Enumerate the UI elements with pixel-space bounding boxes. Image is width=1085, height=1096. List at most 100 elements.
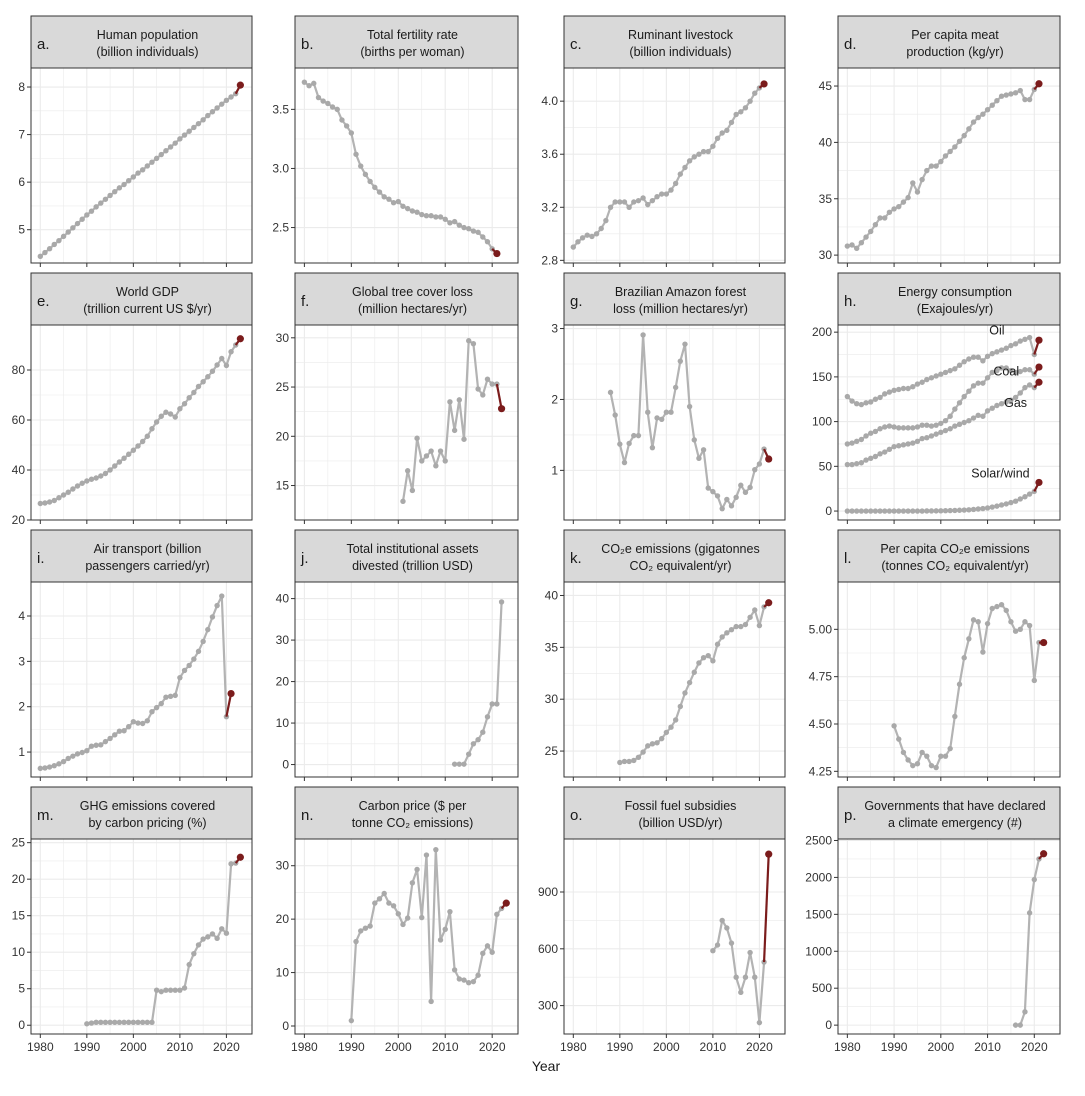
panel-n-title-line: tonne CO₂ emissions): [352, 816, 474, 830]
data-point: [853, 245, 860, 252]
y-tick-label: 60: [12, 413, 26, 427]
data-point: [70, 486, 76, 492]
data-point: [984, 408, 991, 414]
data-point: [668, 187, 674, 193]
data-point: [1012, 394, 1019, 401]
data-point: [994, 603, 1000, 610]
data-point: [998, 502, 1005, 508]
data-point: [451, 427, 458, 434]
data-point: [46, 246, 53, 252]
panel-f-strip: [294, 272, 519, 326]
data-point: [593, 231, 600, 237]
data-point: [121, 1019, 127, 1026]
data-point: [102, 470, 109, 477]
data-point: [649, 741, 656, 747]
data-point: [433, 463, 439, 469]
panel-f: f. Global tree cover loss (million hectare…: [276, 272, 519, 524]
data-point: [659, 416, 665, 423]
panel-i-strip: [30, 529, 253, 583]
panel-a-strip: [30, 15, 253, 69]
data-point: [640, 332, 646, 338]
panel-j-title-line: divested (trillion USD): [352, 559, 473, 573]
data-point: [663, 191, 670, 197]
data-point: [70, 225, 76, 231]
data-point: [728, 627, 735, 633]
data-point: [947, 507, 953, 514]
data-point: [56, 495, 62, 501]
data-point: [984, 353, 991, 360]
data-point: [447, 220, 453, 226]
data-point: [910, 180, 916, 186]
data-point: [461, 436, 467, 442]
data-point: [882, 508, 888, 514]
data-point: [900, 425, 907, 431]
data-point: [456, 222, 463, 228]
data-point: [631, 432, 637, 439]
x-tick-label: 1980: [27, 1040, 54, 1054]
panel-f-title-line: Global tree cover loss: [352, 285, 473, 299]
data-point: [933, 422, 939, 428]
data-point: [1026, 491, 1033, 497]
y-tick-label: 900: [538, 885, 558, 899]
x-tick-label: 2000: [653, 1040, 680, 1054]
data-point: [659, 191, 665, 197]
latest-point: [227, 689, 235, 698]
data-point: [1017, 390, 1023, 396]
y-tick-label: 3.2: [541, 200, 558, 214]
data-point: [451, 761, 458, 767]
data-point: [914, 438, 921, 444]
data-point: [998, 365, 1005, 371]
data-point: [914, 189, 921, 195]
data-point: [149, 159, 155, 165]
data-point: [163, 409, 169, 415]
data-point: [102, 738, 109, 745]
data-point: [158, 988, 164, 995]
data-point: [60, 233, 67, 240]
data-point: [139, 438, 146, 445]
data-point: [423, 852, 430, 858]
data-point: [891, 723, 897, 729]
data-point: [484, 714, 491, 720]
data-point: [51, 497, 57, 504]
data-point: [191, 656, 197, 662]
data-point: [719, 130, 725, 136]
data-point: [367, 923, 373, 929]
data-point: [961, 132, 967, 139]
data-point: [896, 736, 902, 742]
data-point: [228, 861, 234, 867]
data-point: [372, 184, 378, 191]
data-point: [419, 914, 425, 921]
data-point: [98, 742, 104, 748]
data-point: [56, 761, 62, 767]
data-point: [214, 105, 220, 111]
data-point: [376, 189, 383, 195]
y-tick-label: 35: [545, 640, 559, 654]
panel-j-frame: [294, 581, 519, 778]
data-point: [65, 755, 71, 762]
data-point: [135, 170, 141, 176]
data-point: [719, 917, 725, 924]
data-point: [447, 908, 453, 915]
latest-point: [493, 249, 501, 258]
data-point: [654, 193, 660, 200]
data-point: [956, 362, 963, 368]
panel-p-title-line: Governments that have declared: [864, 799, 1045, 813]
data-point: [961, 358, 967, 365]
data-point: [696, 151, 702, 157]
data-point: [414, 435, 420, 441]
data-point: [961, 419, 967, 426]
data-point: [414, 866, 420, 873]
x-tick-label: 2010: [700, 1040, 727, 1054]
data-point: [1017, 87, 1023, 94]
data-point: [84, 1021, 90, 1027]
panel-d-title-line: Per capita meat: [911, 28, 999, 42]
panel-i-frame: [30, 581, 253, 778]
data-point: [456, 976, 463, 982]
data-point: [672, 717, 679, 723]
y-tick-label: 20: [276, 675, 290, 689]
panel-p-letter: p.: [844, 807, 857, 824]
latest-point: [765, 455, 773, 463]
data-point: [868, 430, 874, 436]
data-point: [200, 379, 206, 385]
data-point: [868, 508, 874, 514]
